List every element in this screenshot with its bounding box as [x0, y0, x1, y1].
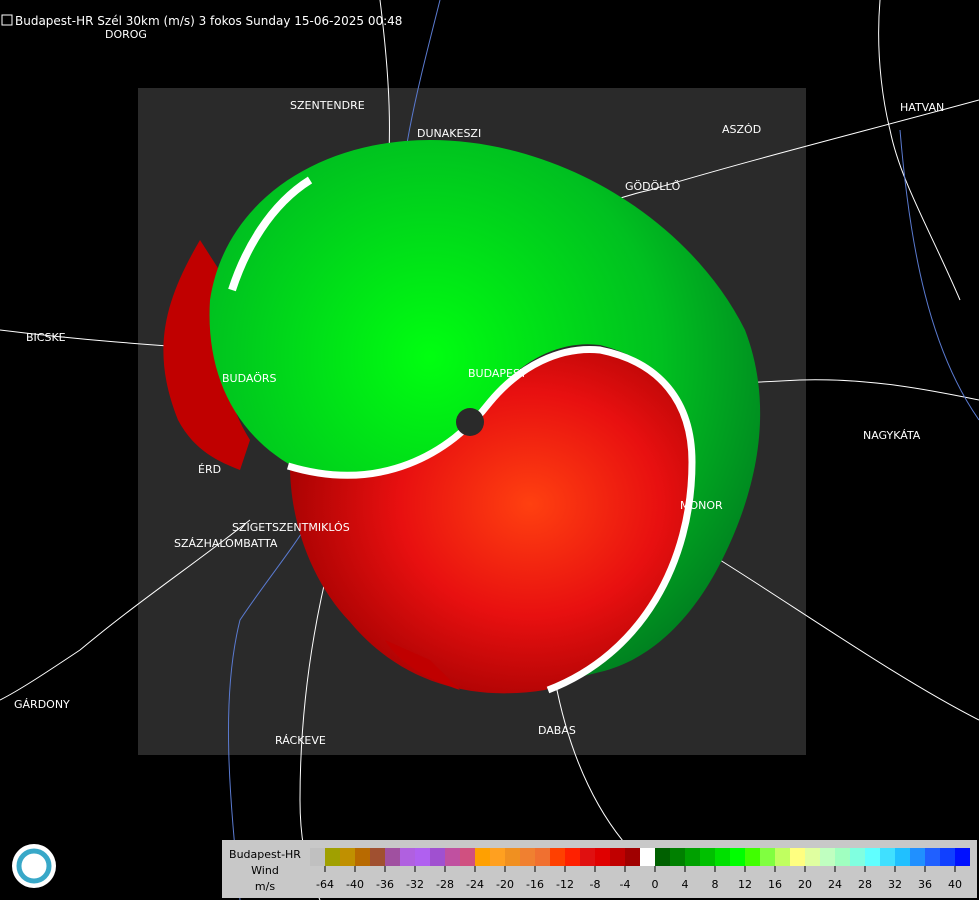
place-label: RÁCKEVE: [275, 734, 326, 747]
legend-tick-label: 12: [738, 878, 752, 891]
legend-tick-label: 0: [652, 878, 659, 891]
legend-swatch: [460, 848, 475, 866]
legend-swatch: [490, 848, 505, 866]
place-label: BUDAPEST: [468, 367, 527, 380]
place-label: SZENTENDRE: [290, 99, 365, 112]
legend-swatch: [310, 848, 325, 866]
place-label: BUDAÖRS: [222, 372, 277, 385]
place-label: DUNAKESZI: [417, 127, 481, 140]
legend-swatch: [820, 848, 835, 866]
place-label: DABAS: [538, 724, 576, 737]
legend-tick-label: -8: [590, 878, 601, 891]
legend-swatch: [850, 848, 865, 866]
legend-swatch: [415, 848, 430, 866]
legend-swatch: [895, 848, 910, 866]
legend-swatch: [475, 848, 490, 866]
legend-tick-label: -28: [436, 878, 454, 891]
place-label: MONOR: [680, 499, 723, 512]
legend-tick-label: -16: [526, 878, 544, 891]
legend-swatch: [565, 848, 580, 866]
legend-swatch: [760, 848, 775, 866]
logo-mark: [16, 848, 52, 884]
legend-swatch: [805, 848, 820, 866]
legend-swatch: [520, 848, 535, 866]
title-icon: [1, 14, 13, 26]
legend-tick-label: -12: [556, 878, 574, 891]
place-label: NAGYKÁTA: [863, 429, 921, 442]
place-label: GÁRDONY: [14, 698, 70, 711]
legend-tick-label: 4: [682, 878, 689, 891]
legend-tick-label: 20: [798, 878, 812, 891]
legend-swatch: [385, 848, 400, 866]
place-label: ASZÓD: [722, 123, 761, 136]
legend-swatch: [505, 848, 520, 866]
legend-swatch: [670, 848, 685, 866]
legend-swatch: [580, 848, 595, 866]
legend-swatch: [940, 848, 955, 866]
legend-swatch: [790, 848, 805, 866]
legend-swatch: [655, 848, 670, 866]
legend-swatch: [700, 848, 715, 866]
legend-line: Budapest-HR: [229, 848, 301, 861]
legend-swatch: [355, 848, 370, 866]
legend-line: Wind: [251, 864, 279, 877]
legend-swatch: [955, 848, 970, 866]
legend-tick-label: -20: [496, 878, 514, 891]
radar-echo-green: [209, 140, 761, 682]
legend-tick-label: 28: [858, 878, 872, 891]
legend-swatch: [925, 848, 940, 866]
legend-tick-label: -24: [466, 878, 484, 891]
legend-swatch: [865, 848, 880, 866]
legend-swatch: [430, 848, 445, 866]
legend-swatch: [685, 848, 700, 866]
legend-tick-label: -32: [406, 878, 424, 891]
legend-swatch: [550, 848, 565, 866]
legend-swatch: [745, 848, 760, 866]
legend-tick-label: 16: [768, 878, 782, 891]
legend-tick-label: -4: [620, 878, 631, 891]
legend-tick-label: -40: [346, 878, 364, 891]
legend-swatch: [880, 848, 895, 866]
place-label: SZIGETSZENTMIKLÓS: [232, 521, 350, 534]
legend-swatch: [445, 848, 460, 866]
place-label: SZÁZHALOMBATTA: [174, 537, 278, 550]
legend-swatch: [340, 848, 355, 866]
radar-echo-red-fringe: [385, 640, 460, 690]
legend-tick-label: 32: [888, 878, 902, 891]
place-label: ÉRD: [198, 463, 221, 476]
legend-swatch: [610, 848, 625, 866]
legend-swatch: [730, 848, 745, 866]
legend-tick-label: 36: [918, 878, 932, 891]
legend-swatch: [595, 848, 610, 866]
legend-tick-label: 8: [712, 878, 719, 891]
radar-echo-red: [290, 349, 690, 694]
radar-site: [456, 408, 484, 436]
legend-swatch: [835, 848, 850, 866]
legend-tick-label: 24: [828, 878, 842, 891]
aliasing-edge: [228, 176, 313, 292]
legend-swatch: [715, 848, 730, 866]
legend-line: m/s: [255, 880, 275, 893]
place-label: BICSKE: [26, 331, 66, 344]
legend-tick-label: 40: [948, 878, 962, 891]
legend-swatch: [400, 848, 415, 866]
legend-swatch: [370, 848, 385, 866]
aliasing-edge: [286, 345, 696, 694]
legend-tick-label: -36: [376, 878, 394, 891]
place-label: HATVAN: [900, 101, 944, 114]
legend-tick-label: -64: [316, 878, 334, 891]
legend-swatch: [910, 848, 925, 866]
legend-swatch: [775, 848, 790, 866]
legend-swatch: [625, 848, 640, 866]
legend-swatch: [535, 848, 550, 866]
place-label: GÖDÖLLŐ: [625, 179, 681, 193]
legend-swatch: [640, 848, 655, 866]
place-label: DOROG: [105, 28, 147, 41]
title: Budapest-HR Szél 30km (m/s) 3 fokos Sund…: [15, 14, 402, 28]
legend-swatch: [325, 848, 340, 866]
